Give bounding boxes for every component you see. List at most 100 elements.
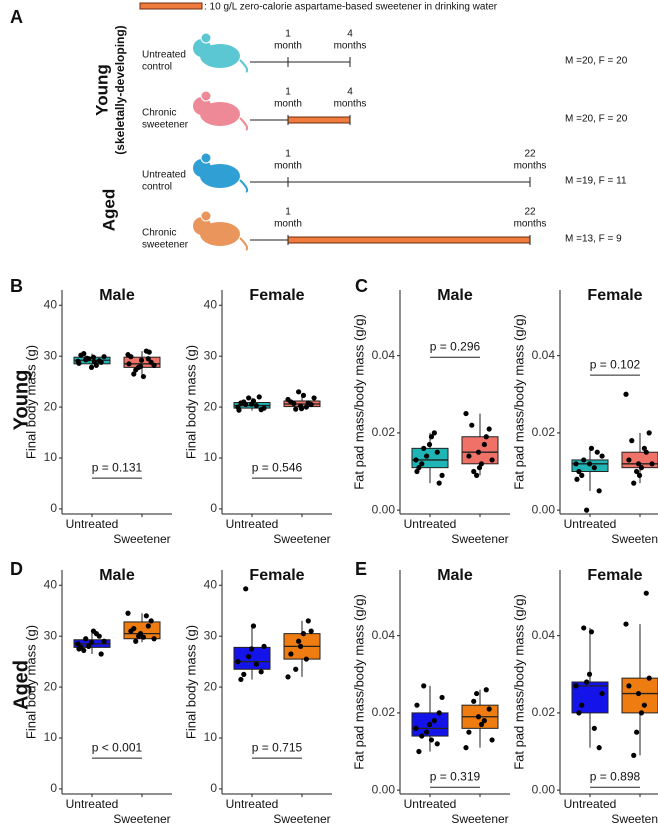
data-point [591,725,597,731]
data-point [424,729,430,735]
data-point [426,441,433,448]
data-point [591,465,597,471]
data-point [641,445,647,451]
data-point [439,694,445,701]
y-tick-label: 10 [204,730,218,744]
data-point [143,613,149,619]
time-label: 1 [285,207,291,218]
data-point [151,362,157,368]
time-label: month [274,99,302,110]
p-value: p = 0.319 [430,769,481,783]
mouse-head [193,97,211,115]
data-point [469,422,475,428]
x-tick-label: Sweetener [273,812,330,826]
x-tick-label: Untreated [226,797,279,811]
data-point [413,725,419,731]
data-point [151,636,157,642]
mouse-ear [200,152,212,164]
data-point [76,360,82,366]
group-label: Young [92,64,111,116]
data-point [584,507,590,513]
data-point [416,465,422,471]
data-point [638,465,645,471]
time-label: month [274,161,302,172]
y-axis-label: Final body mass (g) [23,345,38,459]
time-label: month [274,41,302,52]
data-point [248,646,255,652]
data-point [581,625,587,631]
data-point [88,364,95,370]
x-tick-label: Untreated [226,517,279,531]
data-point [416,748,422,755]
data-point [466,453,472,459]
data-point [426,721,433,728]
row-label: sweetener [142,240,189,251]
y-tick-label: 0.04 [532,348,556,362]
data-point [588,445,595,451]
y-tick-label: 0.00 [372,502,396,516]
data-point [424,453,430,459]
data-point [297,643,304,649]
data-point [133,638,139,644]
y-tick-label: 40 [44,297,58,311]
data-point [146,349,152,355]
y-axis-label: Fat pad mass/body mass (g/g) [511,594,526,770]
box-plot: Female Final body mass (g) 0 10 20 30 40 Untrea… [183,287,332,546]
data-point [439,472,445,478]
data-point [90,354,97,360]
data-point [125,610,131,616]
data-point [594,449,600,455]
data-point [81,647,87,654]
y-tick-label: 0.02 [372,425,396,439]
y-tick-label: 30 [44,628,58,642]
data-point [421,445,427,451]
data-point [308,628,314,634]
y-tick-label: 0.02 [532,425,556,439]
x-tick-label: Sweetener [113,812,170,826]
data-point [131,625,137,632]
data-point [586,671,593,677]
data-point [581,457,587,463]
data-point [86,643,92,649]
time-label: 1 [285,149,291,160]
x-tick-label: Sweetener [273,532,330,546]
data-point [84,355,90,361]
y-axis-label: Fat pad mass/body mass (g/g) [511,314,526,490]
data-point [643,449,649,455]
data-point [634,468,640,475]
panel-label: D [10,559,23,579]
x-tick-label: Untreated [564,517,617,531]
mouse-head [193,159,211,177]
x-tick-label: Untreated [66,797,119,811]
y-tick-label: 0.04 [372,628,396,642]
data-point [131,371,137,377]
time-label: months [334,99,367,110]
row-label: Untreated [142,170,186,181]
data-point [646,675,652,681]
data-point [434,741,440,747]
row-label: Young [10,370,32,431]
p-value: p = 0.715 [252,740,303,754]
data-point [629,438,635,444]
data-point [81,351,87,357]
data-point [250,623,257,629]
data-point [413,457,419,463]
data-point [293,666,299,672]
p-value: p < 0.001 [92,740,143,754]
y-tick-label: 40 [204,297,218,311]
data-point [88,639,95,645]
data-point [140,373,147,380]
data-point [599,453,605,459]
time-label: 22 [524,149,536,160]
data-point [256,394,262,400]
data-point [478,721,485,728]
data-point [246,653,252,660]
data-point [481,441,487,448]
data-point [474,472,480,478]
mouse-ear [200,32,212,44]
data-point [75,641,81,647]
y-tick-label: 10 [44,450,58,464]
data-point [436,710,442,716]
data-point [126,361,132,367]
data-point [489,457,495,463]
